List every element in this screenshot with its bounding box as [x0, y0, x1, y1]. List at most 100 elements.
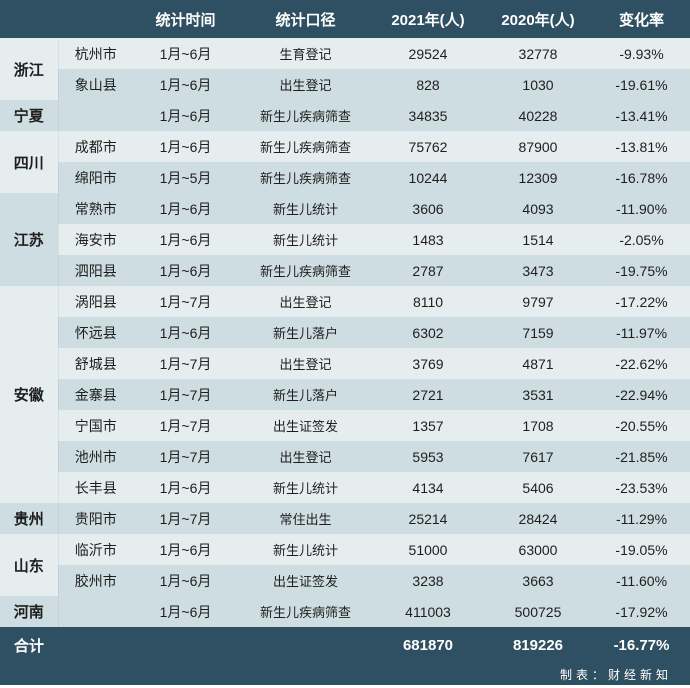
change-cell: -11.90% — [593, 193, 690, 224]
y2021-cell: 4134 — [373, 472, 483, 503]
y2020-cell: 1514 — [483, 224, 593, 255]
caliber-cell: 新生儿疾病筛查 — [238, 131, 373, 162]
city-cell: 胶州市 — [58, 565, 133, 596]
y2021-cell: 3769 — [373, 348, 483, 379]
total-row: 合计681870819226-16.77% — [0, 627, 690, 663]
city-cell: 象山县 — [58, 69, 133, 100]
y2021-cell: 3238 — [373, 565, 483, 596]
change-cell: -17.92% — [593, 596, 690, 627]
caliber-cell: 出生证签发 — [238, 565, 373, 596]
province-cell: 安徽 — [0, 286, 58, 503]
period-cell: 1月~6月 — [133, 224, 238, 255]
y2021-cell: 8110 — [373, 286, 483, 317]
table-row: 贵州贵阳市1月~7月常住出生2521428424-11.29% — [0, 503, 690, 534]
credit-text: 制表：财经新知 — [0, 663, 690, 685]
caliber-cell: 出生登记 — [238, 69, 373, 100]
change-cell: -11.29% — [593, 503, 690, 534]
province-cell: 山东 — [0, 534, 58, 596]
total-label: 合计 — [0, 627, 133, 663]
period-cell: 1月~6月 — [133, 565, 238, 596]
table-row: 泗阳县1月~6月新生儿疾病筛查27873473-19.75% — [0, 255, 690, 286]
caliber-cell: 出生登记 — [238, 441, 373, 472]
table-row: 胶州市1月~6月出生证签发32383663-11.60% — [0, 565, 690, 596]
period-cell: 1月~6月 — [133, 193, 238, 224]
caliber-cell: 新生儿落户 — [238, 317, 373, 348]
y2020-cell: 3473 — [483, 255, 593, 286]
y2020-cell: 9797 — [483, 286, 593, 317]
header-city — [58, 0, 133, 38]
y2020-cell: 12309 — [483, 162, 593, 193]
table-row: 象山县1月~6月出生登记8281030-19.61% — [0, 69, 690, 100]
table-row: 浙江杭州市1月~6月生育登记2952432778-9.93% — [0, 38, 690, 69]
y2020-cell: 63000 — [483, 534, 593, 565]
change-cell: -22.94% — [593, 379, 690, 410]
city-cell: 海安市 — [58, 224, 133, 255]
table-row: 池州市1月~7月出生登记59537617-21.85% — [0, 441, 690, 472]
y2021-cell: 6302 — [373, 317, 483, 348]
header-2020: 2020年(人) — [483, 0, 593, 38]
y2020-cell: 7617 — [483, 441, 593, 472]
caliber-cell: 新生儿统计 — [238, 534, 373, 565]
y2020-cell: 1708 — [483, 410, 593, 441]
table-row: 江苏常熟市1月~6月新生儿统计36064093-11.90% — [0, 193, 690, 224]
period-cell: 1月~6月 — [133, 317, 238, 348]
change-cell: -22.62% — [593, 348, 690, 379]
period-cell: 1月~6月 — [133, 131, 238, 162]
province-cell: 江苏 — [0, 193, 58, 286]
city-cell: 绵阳市 — [58, 162, 133, 193]
caliber-cell: 新生儿统计 — [238, 472, 373, 503]
header-province — [0, 0, 58, 38]
y2021-cell: 29524 — [373, 38, 483, 69]
change-cell: -19.05% — [593, 534, 690, 565]
province-cell: 浙江 — [0, 38, 58, 100]
table-row: 金寨县1月~7月新生儿落户27213531-22.94% — [0, 379, 690, 410]
province-cell: 贵州 — [0, 503, 58, 534]
table-row: 宁夏1月~6月新生儿疾病筛查3483540228-13.41% — [0, 100, 690, 131]
period-cell: 1月~7月 — [133, 503, 238, 534]
y2021-cell: 34835 — [373, 100, 483, 131]
y2020-cell: 32778 — [483, 38, 593, 69]
y2020-cell: 1030 — [483, 69, 593, 100]
city-cell: 怀远县 — [58, 317, 133, 348]
table-row: 四川成都市1月~6月新生儿疾病筛查7576287900-13.81% — [0, 131, 690, 162]
y2021-cell: 51000 — [373, 534, 483, 565]
y2021-cell: 1357 — [373, 410, 483, 441]
change-cell: -23.53% — [593, 472, 690, 503]
province-cell: 河南 — [0, 596, 58, 627]
caliber-cell: 新生儿落户 — [238, 379, 373, 410]
caliber-cell: 新生儿疾病筛查 — [238, 255, 373, 286]
y2020-cell: 4093 — [483, 193, 593, 224]
header-row: 统计时间 统计口径 2021年(人) 2020年(人) 变化率 — [0, 0, 690, 38]
y2020-cell: 5406 — [483, 472, 593, 503]
y2021-cell: 75762 — [373, 131, 483, 162]
caliber-cell: 生育登记 — [238, 38, 373, 69]
y2020-cell: 7159 — [483, 317, 593, 348]
total-2021: 681870 — [373, 627, 483, 663]
city-cell: 涡阳县 — [58, 286, 133, 317]
change-cell: -11.97% — [593, 317, 690, 348]
caliber-cell: 出生证签发 — [238, 410, 373, 441]
city-cell: 池州市 — [58, 441, 133, 472]
table-row: 绵阳市1月~5月新生儿疾病筛查1024412309-16.78% — [0, 162, 690, 193]
y2020-cell: 40228 — [483, 100, 593, 131]
caliber-cell: 新生儿统计 — [238, 224, 373, 255]
y2021-cell: 10244 — [373, 162, 483, 193]
y2021-cell: 3606 — [373, 193, 483, 224]
change-cell: -16.78% — [593, 162, 690, 193]
change-cell: -13.81% — [593, 131, 690, 162]
city-cell: 贵阳市 — [58, 503, 133, 534]
period-cell: 1月~7月 — [133, 286, 238, 317]
total-2020: 819226 — [483, 627, 593, 663]
period-cell: 1月~6月 — [133, 534, 238, 565]
header-change: 变化率 — [593, 0, 690, 38]
city-cell: 宁国市 — [58, 410, 133, 441]
change-cell: -21.85% — [593, 441, 690, 472]
table-row: 宁国市1月~7月出生证签发13571708-20.55% — [0, 410, 690, 441]
caliber-cell: 出生登记 — [238, 286, 373, 317]
city-cell: 临沂市 — [58, 534, 133, 565]
table-body: 浙江杭州市1月~6月生育登记2952432778-9.93%象山县1月~6月出生… — [0, 38, 690, 685]
y2020-cell: 3531 — [483, 379, 593, 410]
city-cell: 成都市 — [58, 131, 133, 162]
header-2021: 2021年(人) — [373, 0, 483, 38]
y2021-cell: 2721 — [373, 379, 483, 410]
